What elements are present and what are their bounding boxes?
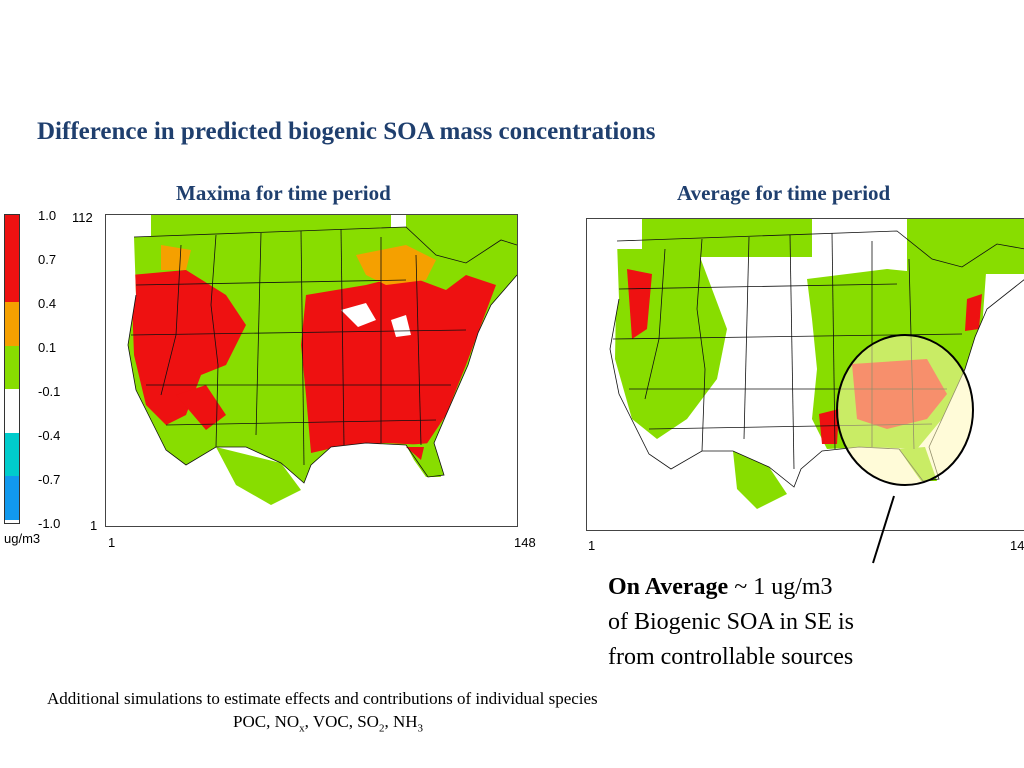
- legend-label-2: 0.7: [38, 252, 57, 267]
- left-map: [105, 214, 518, 527]
- legend-label-5: -0.1: [38, 384, 61, 399]
- left-map-svg: [106, 215, 517, 526]
- legend-swatch-7: [5, 476, 19, 520]
- average-note: On Average ~ 1 ug/m3 of Biogenic SOA in …: [608, 570, 854, 675]
- note-line-1: On Average ~ 1 ug/m3: [608, 570, 854, 605]
- legend-label-8: -1.0: [38, 516, 61, 531]
- species-nh-sub: 3: [417, 722, 424, 735]
- left-x-start-label: 1: [108, 535, 116, 550]
- right-map-title: Average for time period: [677, 181, 891, 205]
- legend-label-3: 0.4: [38, 296, 57, 311]
- species-no: NO: [274, 712, 300, 731]
- legend-label-4: 0.1: [38, 340, 57, 355]
- slide-title: Difference in predicted biogenic SOA mas…: [37, 118, 656, 145]
- legend-swatch-4: [5, 345, 19, 389]
- legend-swatch-2: [5, 258, 19, 302]
- legend-label-7: -0.7: [38, 472, 61, 487]
- right-x-end-label: 14: [1010, 538, 1024, 553]
- legend-label-1: 1.0: [38, 208, 57, 223]
- legend-swatch-1: [5, 215, 19, 259]
- note-line-1-rest: ~ 1 ug/m3: [728, 574, 833, 600]
- legend-label-6: -0.4: [38, 428, 61, 443]
- species-nh: , NH: [384, 712, 418, 731]
- legend-swatch-5: [5, 389, 19, 433]
- pointer-line: [872, 495, 895, 564]
- left-x-end-label: 148: [514, 535, 536, 550]
- species-voc-so: , VOC, SO: [304, 712, 379, 731]
- legend-unit: ug/m3: [4, 531, 41, 546]
- left-y-bottom-label: 1: [90, 518, 98, 533]
- legend-swatch-3: [5, 302, 19, 346]
- note-bold: On Average: [608, 574, 729, 600]
- southeast-highlight-circle: [836, 334, 974, 486]
- note-line-2: of Biogenic SOA in SE is: [608, 609, 855, 635]
- left-y-top-label: 112: [72, 210, 93, 225]
- right-x-start-label: 1: [588, 538, 596, 553]
- right-map: [586, 218, 1024, 531]
- species-no-sub: x: [299, 722, 305, 735]
- right-map-svg: [587, 219, 1024, 530]
- species-so-sub: 2: [378, 722, 385, 735]
- footer-line-2: POC, NOx, VOC, SO2, NH3: [233, 712, 424, 735]
- left-map-title: Maxima for time period: [176, 181, 391, 205]
- color-legend: [4, 214, 20, 524]
- note-line-3: from controllable sources: [608, 644, 854, 670]
- species-poc: POC: [233, 712, 267, 731]
- footer-line-1: Additional simulations to estimate effec…: [47, 689, 598, 708]
- legend-swatch-6: [5, 432, 19, 476]
